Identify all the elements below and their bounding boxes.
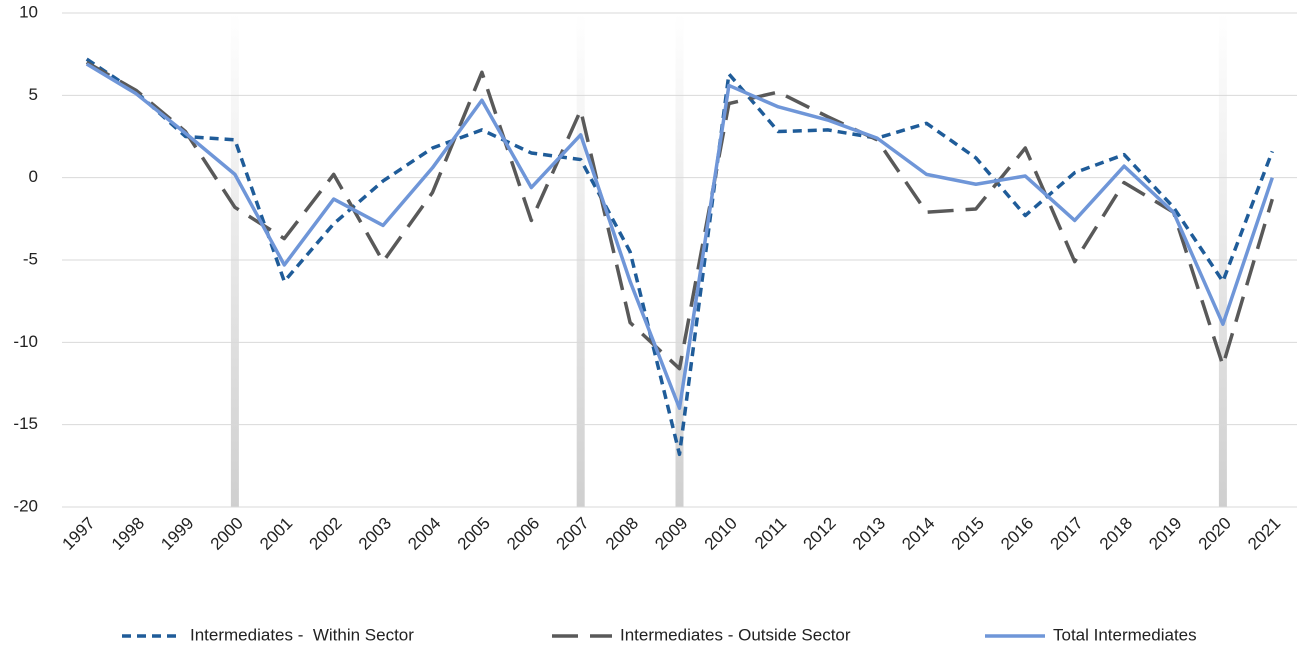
y-tick-label: 5 <box>29 85 38 104</box>
y-tick-label: 10 <box>19 2 38 21</box>
legend-label: Intermediates - Within Sector <box>190 625 414 644</box>
x-tick-label: 2006 <box>503 514 543 554</box>
legend-label: Intermediates - Outside Sector <box>620 625 851 644</box>
x-tick-label: 1999 <box>157 514 197 554</box>
x-tick-label: 2002 <box>306 514 346 554</box>
x-tick-label: 2017 <box>1047 514 1087 554</box>
x-tick-label: 2015 <box>948 514 988 554</box>
x-tick-label: 2014 <box>898 514 938 554</box>
x-tick-label: 2013 <box>849 514 889 554</box>
x-tick-label: 1997 <box>59 514 99 554</box>
x-tick-label: 2007 <box>553 514 593 554</box>
series-line <box>85 62 1274 410</box>
x-tick-label: 2021 <box>1244 514 1284 554</box>
x-tick-label: 2004 <box>404 514 444 554</box>
y-tick-label: -20 <box>13 496 38 515</box>
series-line <box>85 60 1274 371</box>
x-tick-label: 2016 <box>997 514 1037 554</box>
x-tick-label: 2018 <box>1096 514 1136 554</box>
x-tick-label: 2001 <box>256 514 296 554</box>
series-line <box>85 57 1274 457</box>
x-tick-label: 2010 <box>701 514 741 554</box>
x-tick-label: 2005 <box>454 514 494 554</box>
y-tick-label: -15 <box>13 414 38 433</box>
y-tick-label: -5 <box>23 249 38 268</box>
x-tick-label: 2011 <box>751 514 790 553</box>
y-tick-label: -10 <box>13 332 38 351</box>
x-tick-label: 2003 <box>355 514 395 554</box>
x-tick-label: 2009 <box>651 514 691 554</box>
x-tick-label: 1998 <box>108 514 148 554</box>
legend-label: Total Intermediates <box>1053 625 1197 644</box>
x-tick-label: 2000 <box>207 514 247 554</box>
y-tick-label: 0 <box>29 167 38 186</box>
x-tick-label: 2020 <box>1195 514 1235 554</box>
x-tick-label: 2019 <box>1145 514 1185 554</box>
x-tick-label: 2008 <box>602 514 642 554</box>
x-tick-label: 2012 <box>800 514 840 554</box>
